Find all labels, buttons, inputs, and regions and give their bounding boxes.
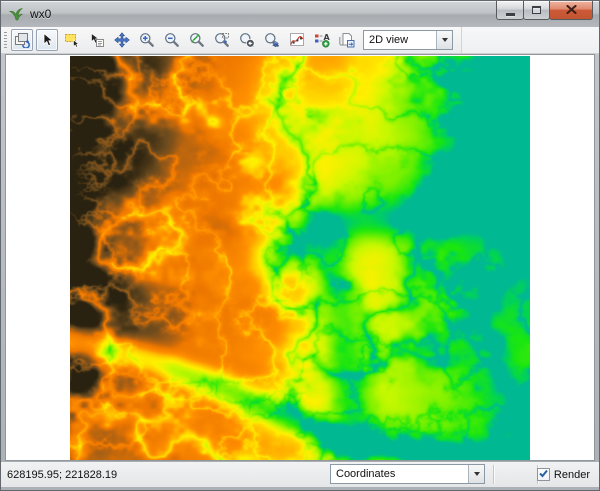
view-mode-dropdown[interactable]: 2D view — [363, 30, 453, 50]
zoom-in-button[interactable] — [136, 29, 158, 51]
pointer-icon — [39, 32, 55, 48]
svg-text:A: A — [324, 33, 331, 42]
pan-button[interactable] — [111, 29, 133, 51]
coordinates-readout: 628195.95; 221828.19 — [7, 468, 118, 481]
zoom-in-icon — [139, 32, 155, 48]
close-icon — [565, 1, 577, 19]
render-display-button[interactable] — [11, 29, 33, 51]
zoom-back-icon — [239, 32, 255, 48]
window-title: wx0 — [30, 7, 52, 21]
zoom-options-button[interactable] — [261, 29, 283, 51]
zoom-out-button[interactable] — [161, 29, 183, 51]
render-checkbox-label: Render — [553, 468, 590, 481]
chevron-down-icon — [473, 472, 480, 476]
chevron-down-icon — [441, 38, 448, 42]
analyze-button[interactable] — [286, 29, 308, 51]
statusbar-mode-dropdown[interactable]: Coordinates — [330, 464, 485, 484]
caption-buttons — [496, 1, 593, 20]
query-button[interactable] — [86, 29, 108, 51]
maximize-button[interactable] — [523, 1, 550, 20]
pointer-button[interactable] — [36, 29, 58, 51]
statusbar-mode-value: Coordinates — [336, 468, 396, 480]
save-display-icon — [339, 32, 355, 48]
checkmark-icon — [538, 468, 549, 482]
toolbar-grip-handle[interactable] — [4, 32, 7, 48]
statusbar-separator — [493, 465, 494, 484]
render-map-icon — [14, 32, 30, 48]
query-icon — [89, 32, 105, 48]
zoom-options-icon — [264, 32, 280, 48]
zoom-back-button[interactable] — [236, 29, 258, 51]
add-overlay-icon: A — [314, 32, 330, 48]
add-overlay-button[interactable]: A — [311, 29, 333, 51]
zoom-out-icon — [164, 32, 180, 48]
pan-icon — [114, 32, 130, 48]
select-features-button[interactable] — [61, 29, 83, 51]
zoom-extent-button[interactable] — [186, 29, 208, 51]
save-display-button[interactable] — [336, 29, 358, 51]
render-checkbox-group[interactable]: Render — [536, 462, 590, 487]
statusbar-mode-dropdown-button[interactable] — [468, 465, 484, 483]
map-raster[interactable] — [70, 56, 530, 460]
minimize-button[interactable] — [496, 1, 524, 20]
minimize-icon — [505, 12, 515, 16]
map-display-area[interactable] — [5, 54, 595, 461]
window-frame-bottom — [1, 487, 599, 490]
maximize-icon — [532, 6, 541, 14]
toolbar-tools: A — [11, 29, 361, 51]
select-icon — [64, 32, 80, 48]
titlebar: wx0 — [1, 1, 599, 27]
analyze-icon — [289, 32, 305, 48]
statusbar: 628195.95; 221828.19 Coordinates Render — [1, 461, 599, 487]
render-checkbox[interactable] — [536, 468, 550, 482]
close-button[interactable] — [549, 1, 593, 20]
toolbar-empty-area — [461, 27, 599, 53]
zoom-extent-icon — [189, 32, 205, 48]
view-mode-dropdown-button[interactable] — [436, 31, 452, 49]
zoom-region-icon — [214, 32, 230, 48]
map-toolbar: A 2D view — [1, 27, 599, 54]
zoom-region-button[interactable] — [211, 29, 233, 51]
grass-gis-logo-icon — [8, 6, 24, 22]
view-mode-value: 2D view — [369, 34, 409, 46]
